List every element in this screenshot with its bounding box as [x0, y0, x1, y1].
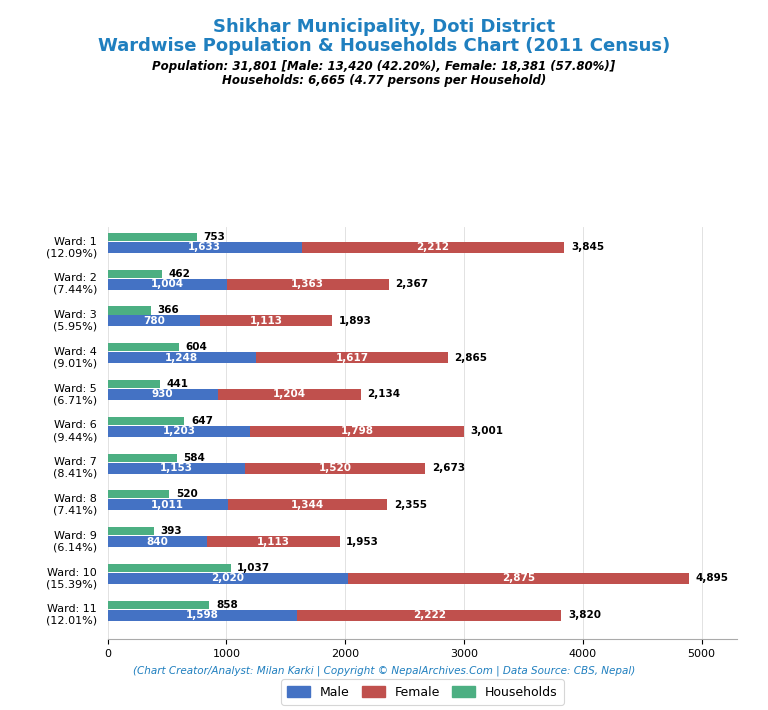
Text: 604: 604 — [186, 342, 207, 352]
Bar — [108, 426, 250, 437]
Bar — [227, 279, 389, 290]
Text: 1,113: 1,113 — [250, 316, 283, 326]
Bar — [256, 352, 448, 364]
Text: 1,248: 1,248 — [165, 353, 198, 363]
Text: 2,865: 2,865 — [455, 353, 488, 363]
Bar — [108, 389, 218, 400]
Text: 2,212: 2,212 — [416, 242, 449, 253]
Text: 1,204: 1,204 — [273, 390, 306, 400]
Text: 2,134: 2,134 — [368, 390, 401, 400]
Bar — [108, 242, 302, 253]
Text: 462: 462 — [169, 268, 190, 279]
Text: 2,367: 2,367 — [396, 279, 429, 289]
Text: 2,355: 2,355 — [394, 500, 427, 510]
Bar — [108, 417, 184, 425]
Text: 2,673: 2,673 — [432, 463, 465, 473]
Text: 1,037: 1,037 — [237, 563, 270, 573]
Text: 1,153: 1,153 — [160, 463, 193, 473]
Bar — [108, 601, 210, 608]
Text: 1,011: 1,011 — [151, 500, 184, 510]
Text: 3,820: 3,820 — [568, 610, 601, 620]
Bar — [218, 389, 361, 400]
Text: 1,344: 1,344 — [291, 500, 324, 510]
Text: 1,520: 1,520 — [318, 463, 351, 473]
Text: Wardwise Population & Households Chart (2011 Census): Wardwise Population & Households Chart (… — [98, 37, 670, 55]
Bar — [297, 610, 561, 621]
Text: 2,875: 2,875 — [502, 574, 535, 584]
Text: 1,598: 1,598 — [186, 610, 219, 620]
Text: 584: 584 — [184, 452, 205, 462]
Bar — [108, 499, 227, 510]
Text: 1,113: 1,113 — [257, 537, 290, 547]
Bar — [108, 462, 244, 474]
Bar — [108, 536, 207, 547]
Text: 4,895: 4,895 — [696, 574, 729, 584]
Text: Households: 6,665 (4.77 persons per Household): Households: 6,665 (4.77 persons per Hous… — [222, 74, 546, 87]
Text: 753: 753 — [204, 232, 225, 242]
Bar — [250, 426, 464, 437]
Bar — [108, 270, 162, 278]
Bar — [108, 564, 230, 572]
Text: 780: 780 — [143, 316, 165, 326]
Bar — [108, 610, 297, 621]
Text: 1,893: 1,893 — [339, 316, 372, 326]
Text: 1,633: 1,633 — [188, 242, 221, 253]
Bar — [108, 233, 197, 241]
Bar — [302, 242, 564, 253]
Text: 3,845: 3,845 — [571, 242, 604, 253]
Text: 1,798: 1,798 — [341, 426, 374, 436]
Bar — [244, 462, 425, 474]
Bar — [108, 315, 200, 327]
Text: Shikhar Municipality, Doti District: Shikhar Municipality, Doti District — [213, 18, 555, 36]
Legend: Male, Female, Households: Male, Female, Households — [281, 679, 564, 705]
Bar — [348, 573, 689, 584]
Text: 520: 520 — [176, 489, 197, 499]
Bar — [108, 380, 160, 388]
Text: 3,001: 3,001 — [471, 426, 504, 436]
Text: 1,004: 1,004 — [151, 279, 184, 289]
Bar — [108, 352, 256, 364]
Bar — [108, 527, 154, 535]
Text: 647: 647 — [191, 416, 213, 426]
Bar — [108, 454, 177, 462]
Text: 858: 858 — [216, 600, 238, 610]
Bar — [108, 307, 151, 315]
Text: 2,222: 2,222 — [413, 610, 446, 620]
Text: 930: 930 — [152, 390, 174, 400]
Bar — [207, 536, 339, 547]
Text: Population: 31,801 [Male: 13,420 (42.20%), Female: 18,381 (57.80%)]: Population: 31,801 [Male: 13,420 (42.20%… — [152, 60, 616, 72]
Text: 1,617: 1,617 — [336, 353, 369, 363]
Text: 1,363: 1,363 — [291, 279, 324, 289]
Text: 840: 840 — [147, 537, 168, 547]
Text: 1,953: 1,953 — [346, 537, 379, 547]
Text: 1,203: 1,203 — [163, 426, 196, 436]
Text: 2,020: 2,020 — [211, 574, 244, 584]
Bar — [227, 499, 387, 510]
Bar — [108, 279, 227, 290]
Bar — [200, 315, 333, 327]
Bar — [108, 573, 348, 584]
Text: 441: 441 — [167, 379, 188, 389]
Bar — [108, 491, 169, 498]
Text: 393: 393 — [161, 526, 182, 536]
Text: (Chart Creator/Analyst: Milan Karki | Copyright © NepalArchives.Com | Data Sourc: (Chart Creator/Analyst: Milan Karki | Co… — [133, 666, 635, 676]
Bar — [108, 343, 179, 351]
Text: 366: 366 — [157, 305, 179, 315]
